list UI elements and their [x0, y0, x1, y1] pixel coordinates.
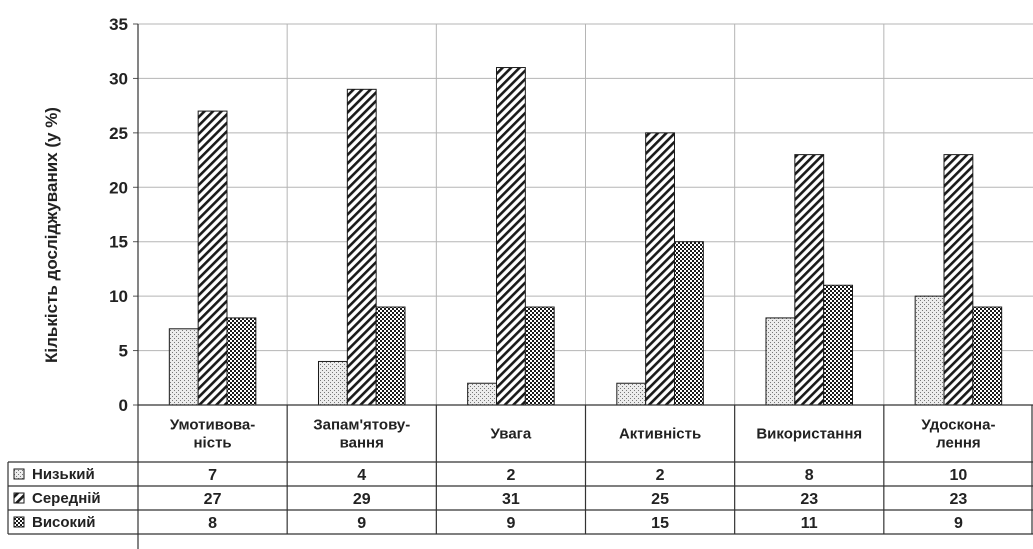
legend-key-checker: [13, 516, 25, 528]
bars: [168, 67, 1003, 406]
bar-checker: [972, 306, 1003, 406]
x-category-label: вання: [340, 435, 384, 452]
legend-series-name: Середній: [32, 490, 101, 507]
data-table-cell: 27: [204, 491, 222, 508]
data-table-cell: 8: [805, 467, 814, 484]
bar-diagonal: [645, 132, 676, 406]
bar-checker: [226, 317, 257, 406]
data-table-cell: 4: [357, 467, 366, 484]
y-tick-label: 0: [119, 396, 128, 415]
data-table-cell: 8: [208, 515, 217, 532]
data-table-cell: 10: [950, 467, 968, 484]
bar-dots: [765, 317, 796, 406]
bar-diagonal: [495, 67, 526, 406]
bar-checker: [524, 306, 555, 406]
bar-checker: [823, 284, 854, 406]
data-table-cell: 23: [800, 491, 818, 508]
x-category-label: лення: [936, 435, 981, 452]
y-tick-label: 5: [119, 342, 128, 361]
bar-dots: [168, 328, 199, 406]
data-table-cell: 7: [208, 467, 217, 484]
bar-diagonal: [794, 154, 825, 406]
legend-key-dots: [13, 468, 25, 480]
bar-diagonal: [346, 88, 377, 406]
data-table-cell: 9: [357, 515, 366, 532]
bar-dots: [914, 295, 945, 406]
data-table-cell: 11: [801, 515, 818, 532]
axes: 0 5 10 15 20 25 30 35: [109, 15, 1033, 549]
legend-series-name: Високий: [32, 514, 96, 531]
bar-diagonal: [943, 154, 974, 406]
legend-series-name: Низький: [32, 466, 95, 483]
data-table-cell: 23: [950, 491, 968, 508]
x-category-label: Використання: [756, 426, 862, 443]
data-table-cell: 29: [353, 491, 371, 508]
bar-checker: [375, 306, 406, 406]
data-table-cell: 25: [651, 491, 669, 508]
x-category-label: Увага: [491, 426, 532, 443]
data-table-cell: 15: [651, 515, 669, 532]
data-table-cell: 9: [954, 515, 963, 532]
bar-checker: [674, 241, 704, 406]
x-category-label: Удоскона-: [921, 417, 995, 434]
bar-dots: [616, 382, 647, 406]
data-table: Умотивова-ність Запам'ятову-вання Увага Акт…: [7, 405, 1033, 535]
y-tick-label: 10: [109, 287, 128, 306]
data-table-cell: 2: [506, 467, 515, 484]
x-category-label: Запам'ятову-: [313, 417, 410, 434]
x-category-label: Умотивова-: [170, 417, 255, 434]
data-table-cell: 2: [656, 467, 665, 484]
y-tick-label: 30: [109, 69, 128, 88]
data-table-cell: 9: [506, 515, 515, 532]
x-category-label: ність: [194, 435, 232, 452]
y-tick-label: 25: [109, 124, 128, 143]
y-axis-label: Кількість досліджуваних (у %): [42, 107, 61, 363]
x-category-label: Активність: [619, 426, 701, 443]
y-tick-label: 35: [109, 15, 128, 34]
legend-key-diagonal: [13, 492, 25, 504]
y-tick-label: 15: [109, 233, 128, 252]
data-table-cell: 31: [502, 491, 520, 508]
bar-dots: [317, 360, 348, 406]
bar-dots: [467, 382, 497, 406]
grid-lines: [138, 23, 1033, 405]
y-tick-label: 20: [109, 178, 128, 197]
bar-diagonal: [197, 110, 228, 406]
